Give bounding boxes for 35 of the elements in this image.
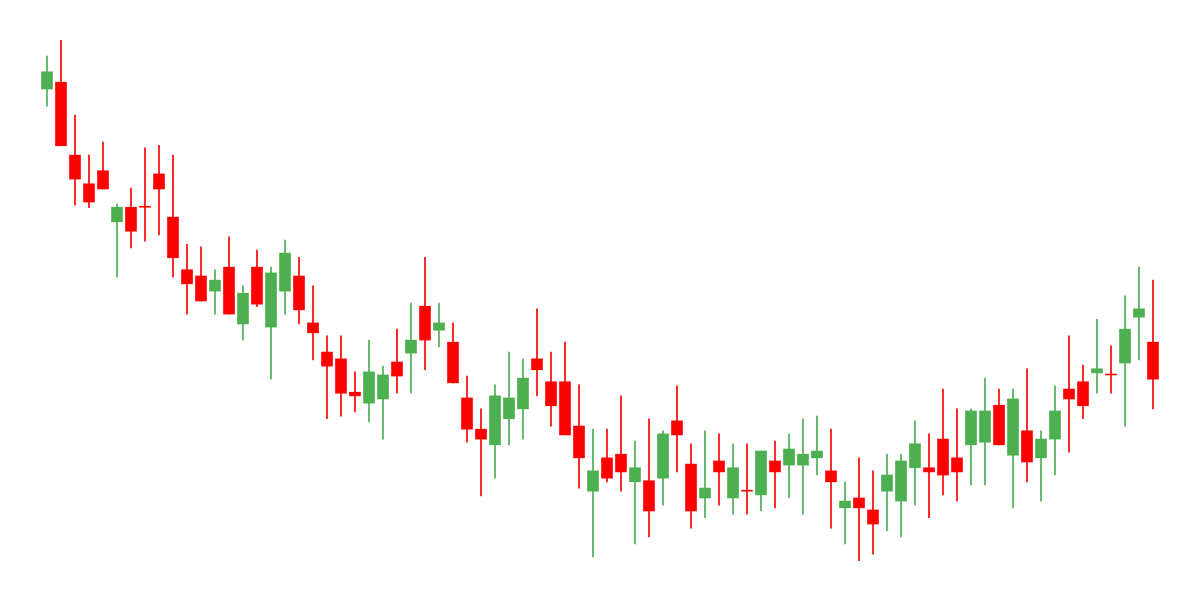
candlestick bbox=[139, 147, 151, 242]
candlestick bbox=[881, 453, 893, 532]
candlestick bbox=[503, 351, 515, 446]
candlestick bbox=[349, 371, 361, 413]
candlestick bbox=[867, 470, 879, 555]
candlestick bbox=[307, 285, 319, 361]
candlestick bbox=[769, 440, 781, 509]
candlestick bbox=[923, 433, 935, 519]
candlestick bbox=[405, 302, 417, 394]
candlestick bbox=[587, 428, 599, 558]
candlestick bbox=[741, 443, 753, 515]
candlestick bbox=[811, 415, 823, 476]
candlestick bbox=[181, 243, 193, 315]
candlestick bbox=[531, 308, 543, 397]
candlestick bbox=[475, 408, 487, 497]
candlestick bbox=[391, 328, 403, 394]
candlestick bbox=[615, 395, 627, 492]
candlestick bbox=[321, 335, 333, 420]
candlestick bbox=[783, 433, 795, 499]
candlestick bbox=[713, 433, 725, 506]
candlestick bbox=[699, 430, 711, 519]
candlestick bbox=[433, 302, 445, 348]
candlestick bbox=[671, 385, 683, 473]
candlestick bbox=[1063, 335, 1075, 453]
candlestick bbox=[839, 481, 851, 545]
candlestick bbox=[153, 144, 165, 236]
candlestick bbox=[111, 203, 123, 278]
candlestick bbox=[209, 269, 221, 315]
candlestick bbox=[825, 428, 837, 529]
candlestick bbox=[629, 440, 641, 545]
candlestick bbox=[797, 418, 809, 515]
candlestick bbox=[853, 457, 865, 561]
candlestick bbox=[1133, 266, 1145, 361]
candlestick bbox=[1091, 318, 1103, 394]
candlestick bbox=[951, 408, 963, 502]
